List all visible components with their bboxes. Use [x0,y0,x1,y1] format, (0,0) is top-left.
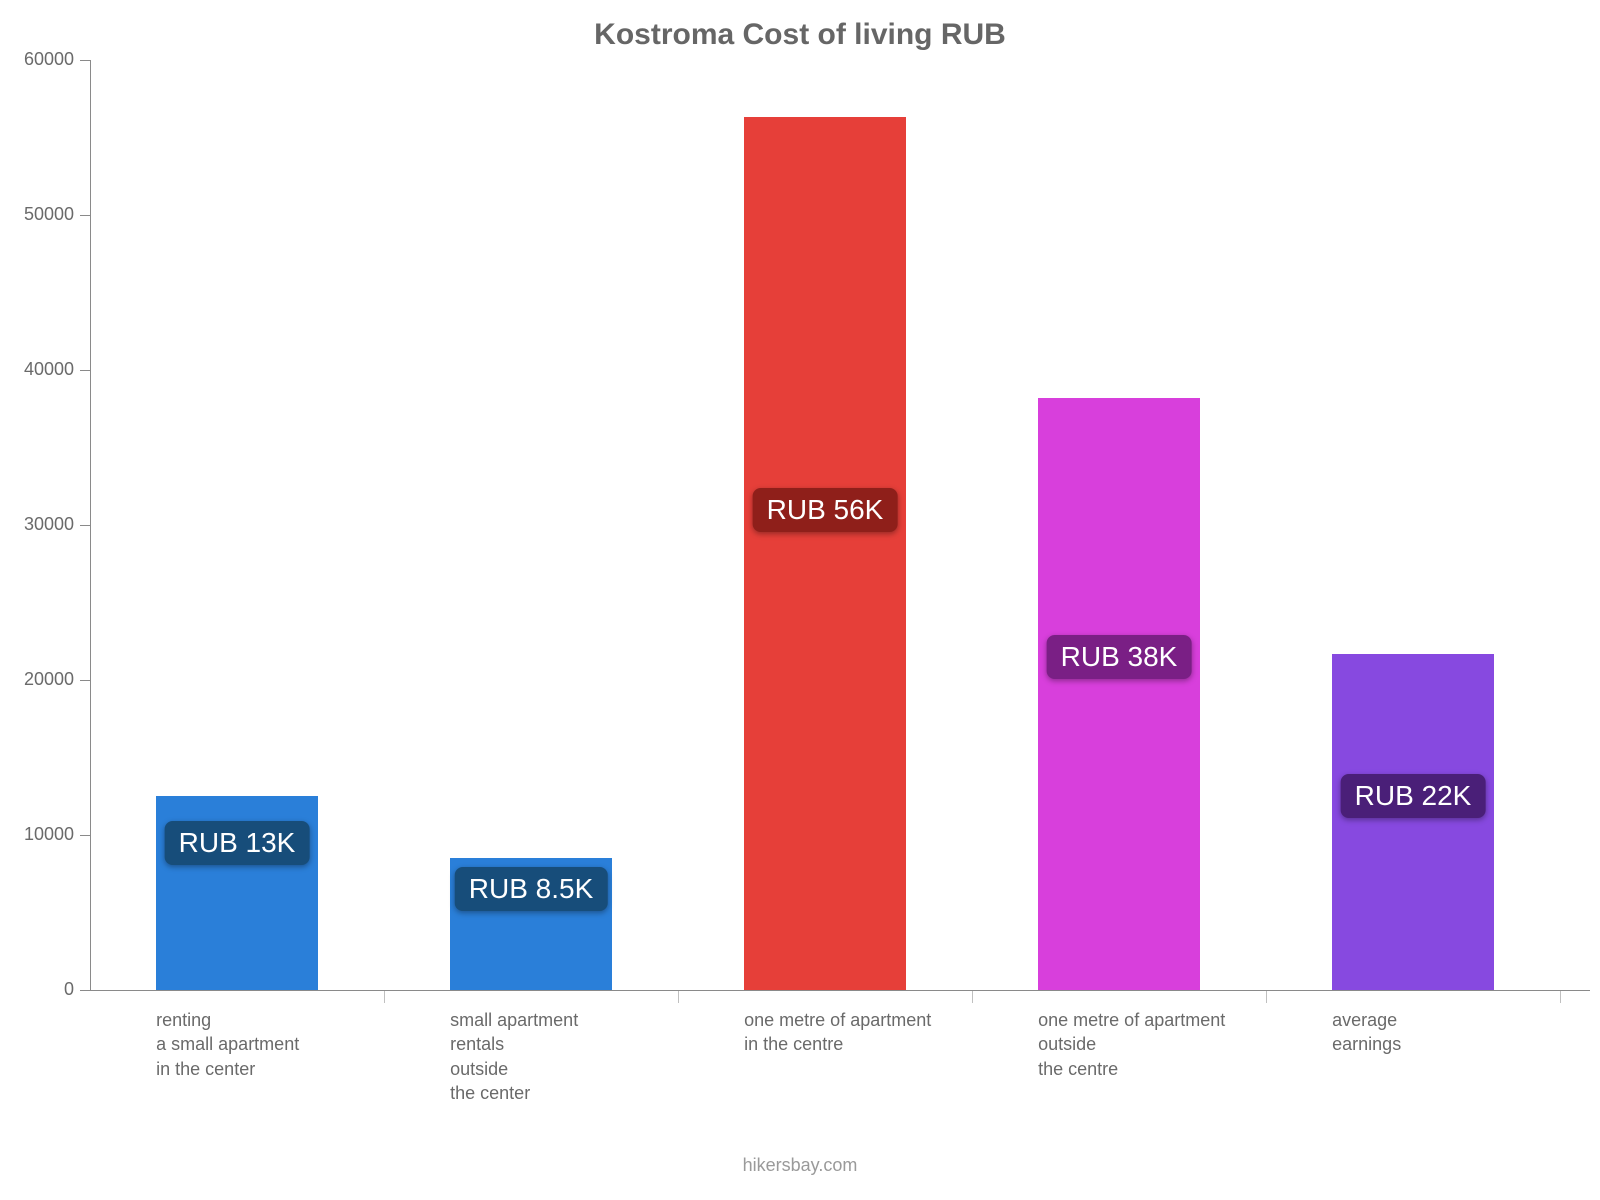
y-tick-label: 0 [0,979,74,1000]
bar-value-badge: RUB 13K [165,821,310,865]
y-tick [80,370,90,371]
x-divider [1560,991,1561,1003]
category-label: one metre of apartment in the centre [744,1008,1038,1057]
plot-area: 0100002000030000400005000060000RUB 13Kre… [90,60,1560,990]
x-divider [384,991,385,1003]
bar-value-badge: RUB 56K [753,488,898,532]
bar-value-badge: RUB 8.5K [455,867,608,911]
y-tick-label: 40000 [0,359,74,380]
bar-value-badge: RUB 22K [1341,774,1486,818]
y-tick [80,60,90,61]
x-divider [678,991,679,1003]
category-label: one metre of apartment outside the centr… [1038,1008,1332,1081]
chart-title: Kostroma Cost of living RUB [0,18,1600,52]
x-divider [972,991,973,1003]
y-tick [80,680,90,681]
y-tick-label: 30000 [0,514,74,535]
x-divider [1266,991,1267,1003]
y-tick-label: 20000 [0,669,74,690]
source-label: hikersbay.com [0,1155,1600,1176]
category-label: average earnings [1332,1008,1600,1057]
y-tick-label: 10000 [0,824,74,845]
y-tick [80,215,90,216]
category-label: small apartment rentals outside the cent… [450,1008,744,1105]
y-tick [80,990,90,991]
y-tick-label: 60000 [0,49,74,70]
bar [744,117,906,990]
y-tick [80,525,90,526]
y-axis-line [90,60,91,990]
category-label: renting a small apartment in the center [156,1008,450,1081]
y-tick [80,835,90,836]
bar [1332,654,1494,990]
cost-of-living-chart: Kostroma Cost of living RUB 010000200003… [0,0,1600,1200]
bar-value-badge: RUB 38K [1047,635,1192,679]
x-axis-line [90,990,1590,991]
bar [1038,398,1200,990]
y-tick-label: 50000 [0,204,74,225]
